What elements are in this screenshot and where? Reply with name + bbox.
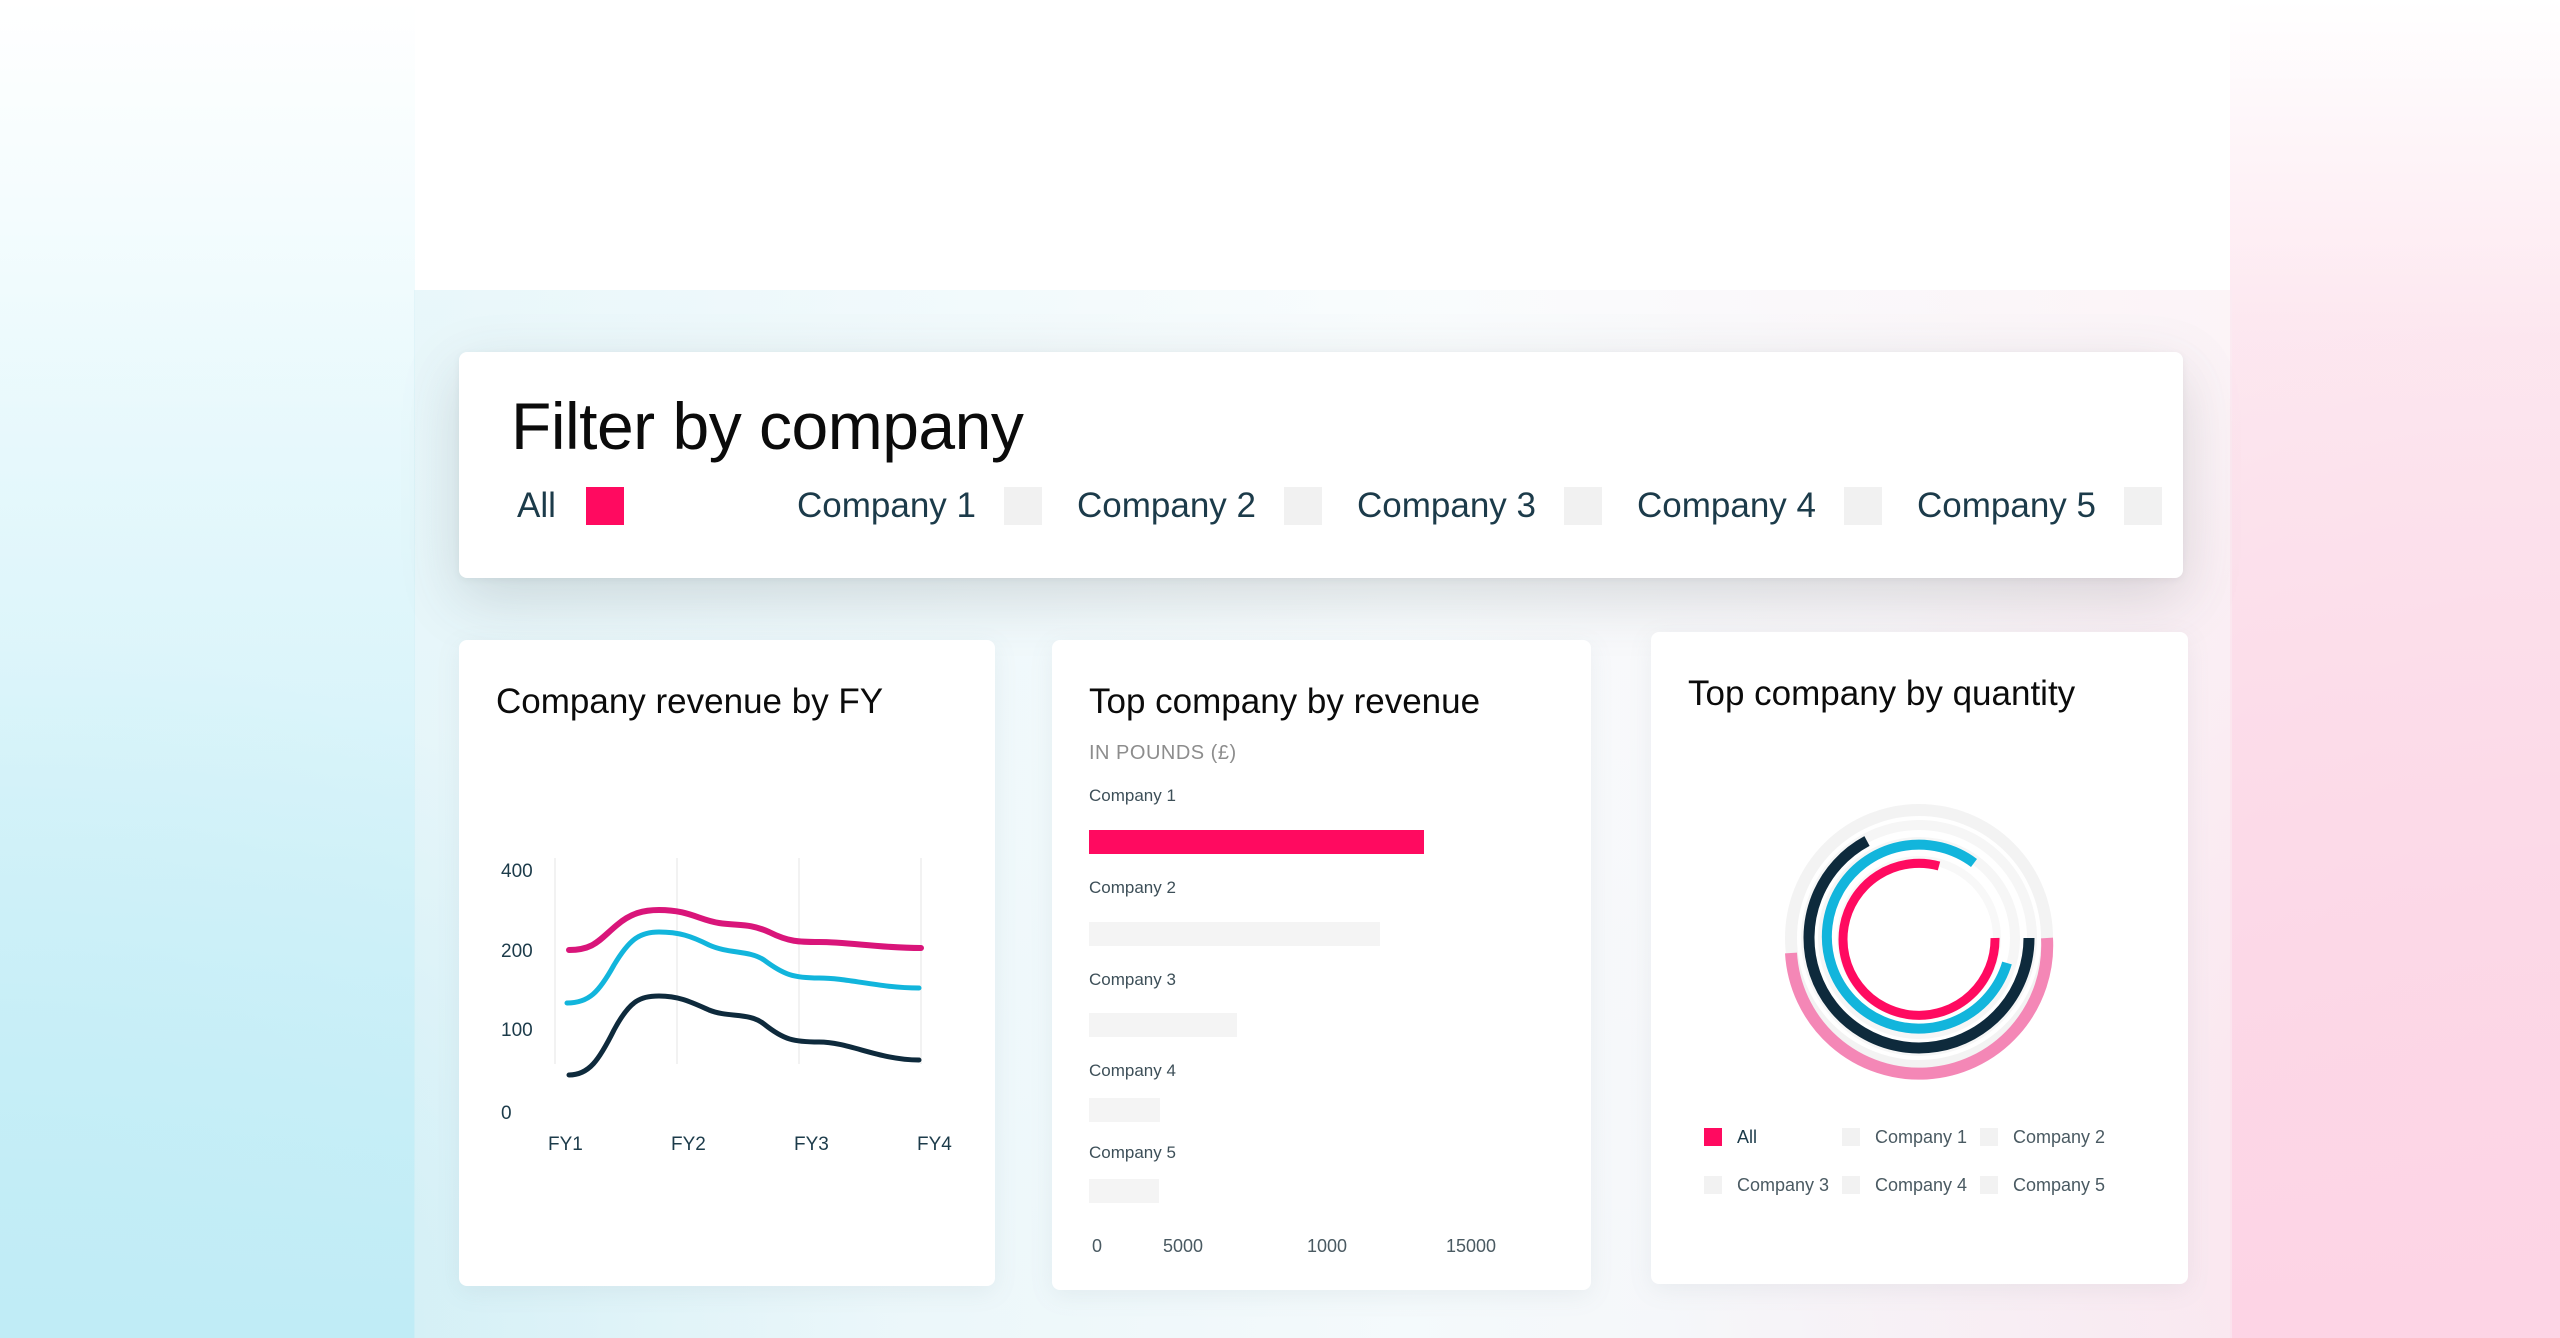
legend-label: Company 4 [1875, 1174, 1968, 1195]
cyan-arc [1821, 839, 2012, 1034]
filter-option-label: Company 5 [1917, 486, 2096, 525]
y-tick: 200 [501, 941, 533, 962]
bar-company-3[interactable] [1089, 1013, 1237, 1037]
filter-option-label: Company 3 [1357, 486, 1536, 525]
filter-option-label: Company 2 [1077, 486, 1256, 525]
filter-card: Filter by company All Company 1 Company … [459, 352, 2183, 578]
legend-company-4[interactable]: Company 4 [1842, 1175, 1967, 1195]
filter-option-company-4[interactable]: Company 4 [1637, 486, 1882, 526]
radial-bar-chart [1785, 804, 2054, 1080]
bar-company-2[interactable] [1089, 922, 1380, 946]
checkbox-icon[interactable] [1003, 487, 1042, 525]
filter-option-label: Company 4 [1637, 486, 1816, 525]
legend-swatch-icon [1842, 1176, 1860, 1194]
checkbox-icon[interactable] [2123, 487, 2162, 525]
filter-option-company-5[interactable]: Company 5 [1917, 486, 2162, 526]
magenta-series-line [566, 906, 924, 953]
x-tick: FY2 [671, 1134, 706, 1155]
bar-label: Company 1 [1089, 786, 1176, 805]
bar-label: Company 4 [1089, 1061, 1176, 1080]
bar-company-4[interactable] [1089, 1098, 1160, 1122]
x-tick: FY3 [794, 1134, 829, 1155]
y-tick: 400 [501, 861, 533, 882]
legend-swatch-icon [1980, 1176, 1998, 1194]
legend-swatch-icon [1704, 1176, 1722, 1194]
legend-company-3[interactable]: Company 3 [1704, 1175, 1829, 1195]
legend-company-1[interactable]: Company 1 [1842, 1127, 1967, 1147]
legend-company-2[interactable]: Company 2 [1980, 1127, 2105, 1147]
unit-subtitle: IN POUNDS (£) [1089, 742, 1237, 764]
checkbox-icon[interactable] [1563, 487, 1602, 525]
legend-swatch-icon [1704, 1128, 1722, 1146]
x-tick: FY1 [548, 1134, 583, 1155]
filter-option-company-1[interactable]: Company 1 [797, 486, 1042, 526]
x-tick: 1000 [1307, 1236, 1348, 1256]
filter-title: Filter by company [511, 389, 1024, 463]
bar-label: Company 2 [1089, 878, 1176, 897]
filter-option-label: All [517, 486, 556, 525]
top-quantity-card: Top company by quantity All Company 1 Co… [1651, 632, 2188, 1284]
checkbox-icon[interactable] [1283, 487, 1322, 525]
background-right-gradient [2230, 0, 2560, 1338]
legend-company-5[interactable]: Company 5 [1980, 1175, 2105, 1195]
filter-options: All Company 1 Company 2 Company 3 Compan… [459, 486, 2183, 526]
line-chart [554, 858, 924, 1078]
background-left-gradient [0, 0, 415, 1338]
x-tick: 5000 [1163, 1236, 1204, 1256]
checkbox-icon[interactable] [1843, 487, 1882, 525]
bar-company-1[interactable] [1089, 830, 1424, 854]
bar-label: Company 3 [1089, 970, 1176, 989]
legend-label: Company 1 [1875, 1126, 1968, 1147]
legend-label: Company 5 [2013, 1174, 2106, 1195]
filter-option-all[interactable]: All [517, 486, 624, 526]
bar-company-5[interactable] [1089, 1179, 1159, 1203]
top-revenue-card: Top company by revenue IN POUNDS (£) Com… [1052, 640, 1591, 1290]
revenue-by-fy-card: Company revenue by FY 400 200 100 0 FY1 … [459, 640, 995, 1286]
card-title: Top company by revenue [1089, 682, 1481, 721]
inner-pink-arc [1838, 858, 2000, 1020]
legend-all[interactable]: All [1704, 1127, 1757, 1147]
filter-option-company-2[interactable]: Company 2 [1077, 486, 1322, 526]
y-tick: 0 [501, 1103, 512, 1124]
navy-series-line [566, 993, 922, 1078]
navy-arc [1803, 836, 2035, 1054]
legend-swatch-icon [1980, 1128, 1998, 1146]
y-tick: 100 [501, 1020, 533, 1041]
card-title: Top company by quantity [1688, 674, 2076, 713]
legend-label: All [1737, 1126, 1758, 1147]
checkbox-icon[interactable] [585, 487, 624, 525]
legend-swatch-icon [1842, 1128, 1860, 1146]
card-title: Company revenue by FY [496, 682, 884, 721]
x-tick: 15000 [1446, 1236, 1497, 1256]
filter-option-label: Company 1 [797, 486, 976, 525]
x-tick: 0 [1092, 1236, 1103, 1256]
filter-option-company-3[interactable]: Company 3 [1357, 486, 1602, 526]
bar-label: Company 5 [1089, 1143, 1176, 1162]
outer-pink-arc [1785, 937, 2054, 1080]
cyan-series-line [564, 929, 922, 1006]
x-tick: FY4 [917, 1134, 952, 1155]
legend-label: Company 3 [1737, 1174, 1830, 1195]
legend-label: Company 2 [2013, 1126, 2106, 1147]
